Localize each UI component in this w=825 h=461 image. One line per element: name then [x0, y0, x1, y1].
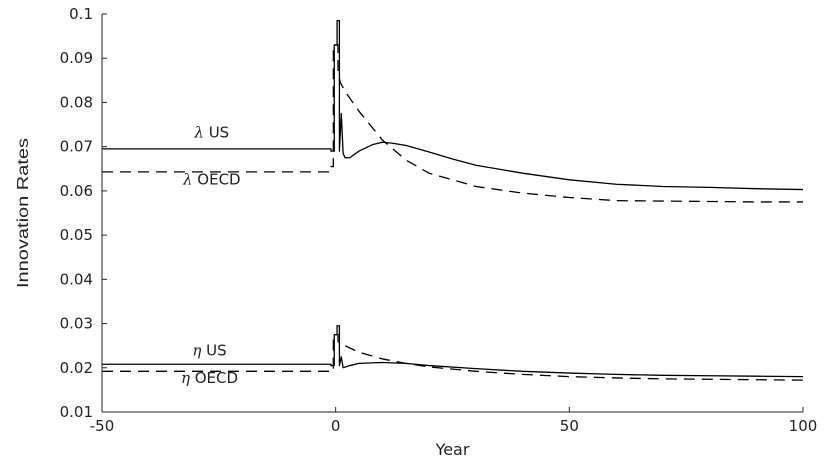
series-annotation-2: η US	[192, 341, 226, 359]
annotation-text: US	[204, 123, 229, 141]
y-tick-label: 0.08	[60, 93, 93, 111]
annotation-symbol: η	[181, 369, 190, 387]
annotation-symbol: λ	[193, 123, 204, 141]
series-line-2	[102, 325, 804, 378]
series-annotation-1: λ OECD	[182, 170, 241, 188]
y-tick-label: 0.05	[60, 226, 93, 244]
series-line-0	[102, 19, 804, 191]
y-tick-label: 0.06	[60, 182, 93, 200]
annotation-symbol: η	[192, 341, 201, 359]
y-tick-label: 0.02	[60, 359, 93, 377]
series-line-1	[102, 44, 803, 203]
y-tick-label: 0.01	[60, 403, 93, 421]
series-annotation-3: η OECD	[181, 369, 238, 387]
x-tick-label: 0	[331, 417, 341, 435]
axes: -50 0 50 100 0.01 0.02 0.03 0.04 0.05 0.06 0.07 0.0…	[60, 5, 818, 435]
x-tick-label: 50	[560, 417, 579, 435]
y-tick-label: 0.1	[69, 5, 93, 23]
annotation-text: US	[201, 341, 226, 359]
y-axis-label: Innovation Rates	[15, 138, 32, 288]
series-line-3	[102, 333, 804, 381]
annotation-text: OECD	[190, 369, 238, 387]
y-tick-label: 0.07	[60, 138, 93, 156]
annotation-text: OECD	[193, 170, 241, 188]
y-tick-label: 0.03	[60, 315, 93, 333]
y-tick-label: 0.04	[60, 270, 93, 288]
x-tick-label: -50	[90, 417, 115, 435]
x-axis-label: Year	[435, 440, 470, 459]
y-tick-label: 0.09	[60, 49, 93, 67]
x-tick-label: 100	[789, 417, 818, 435]
plot-lines	[102, 19, 804, 381]
annotation-symbol: λ	[182, 170, 193, 188]
series-annotation-0: λ US	[193, 123, 229, 141]
